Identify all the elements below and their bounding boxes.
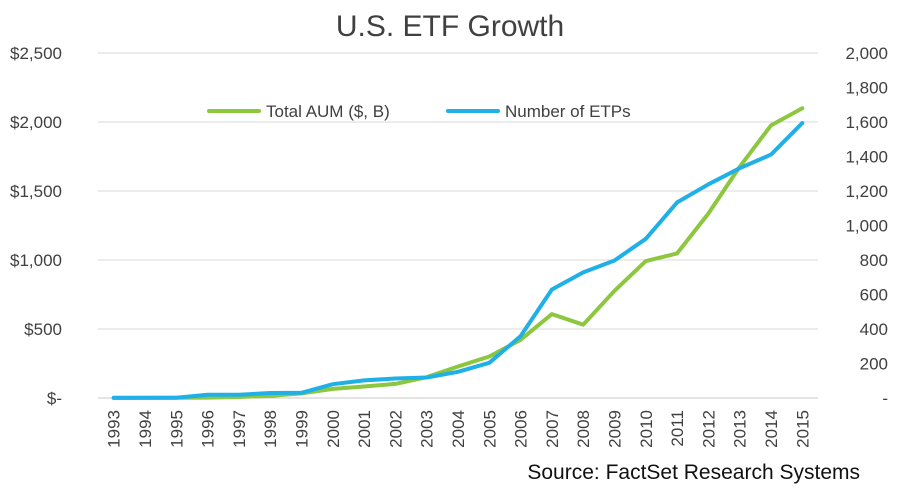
right-tick-label: 600: [860, 286, 888, 305]
x-tick-label: 2001: [355, 410, 374, 448]
x-tick-label: 2004: [449, 410, 468, 448]
right-tick-label: 1,400: [845, 148, 888, 167]
x-tick-label: 2006: [512, 410, 531, 448]
left-tick-label: $2,500: [10, 44, 62, 63]
legend: Total AUM ($, B) Number of ETPs: [207, 102, 631, 121]
x-tick-label: 2005: [480, 410, 499, 448]
x-tick-label: 1997: [230, 410, 249, 448]
x-tick-label: 2011: [668, 410, 687, 447]
right-tick-label: 1,000: [845, 217, 888, 236]
series-lines: [111, 106, 805, 400]
right-tick-label: -: [882, 389, 888, 408]
right-tick-label: 800: [860, 251, 888, 270]
right-tick-label: 1,800: [845, 79, 888, 98]
x-tick-label: 2000: [324, 410, 343, 448]
x-tick-label: 2007: [543, 410, 562, 448]
x-tick-label: 1996: [199, 410, 218, 448]
right-tick-label: 200: [860, 355, 888, 374]
series-line-total-aum-b: [111, 106, 805, 400]
right-tick-label: 2,000: [845, 44, 888, 63]
gridlines: [98, 52, 818, 399]
chart-title: U.S. ETF Growth: [336, 10, 564, 43]
x-tick-label: 2013: [731, 410, 750, 448]
legend-label-total-aum-b: Total AUM ($, B): [266, 102, 390, 121]
x-tick-label: 2003: [418, 410, 437, 448]
legend-label-number-of-etps: Number of ETPs: [505, 102, 631, 121]
left-tick-label: $2,000: [10, 113, 62, 132]
source-note: Source: FactSet Research Systems: [527, 461, 860, 484]
x-tick-label: 2008: [574, 410, 593, 448]
x-tick-label: 1998: [261, 410, 280, 448]
left-axis-ticks: $- $500 $1,000 $1,500 $2,000 $2,500: [10, 44, 62, 408]
right-axis-ticks: - 200 400 600 800 1,000 1,200 1,400 1,600 1,800 2,…: [845, 44, 888, 408]
x-tick-label: 1999: [292, 410, 311, 448]
right-tick-label: 1,200: [845, 182, 888, 201]
x-tick-label: 2012: [699, 410, 718, 448]
x-tick-label: 2015: [793, 410, 812, 448]
left-tick-label: $500: [24, 320, 62, 339]
x-tick-label: 2002: [386, 410, 405, 448]
series-line-number-of-etps: [111, 121, 805, 400]
left-tick-label: $1,000: [10, 251, 62, 270]
right-tick-label: 400: [860, 320, 888, 339]
x-tick-label: 2009: [606, 410, 625, 448]
x-tick-label: 1995: [167, 410, 186, 448]
x-tick-label: 1994: [136, 410, 155, 448]
left-tick-label: $-: [47, 389, 62, 408]
x-tick-label: 2010: [637, 410, 656, 448]
x-tick-label: 1993: [105, 410, 124, 448]
x-axis-ticks: 1993 1994 1995 1996 1997 1998 1999 2000 2001 2002…: [105, 410, 813, 448]
left-tick-label: $1,500: [10, 182, 62, 201]
right-tick-label: 1,600: [845, 113, 888, 132]
x-tick-label: 2014: [762, 410, 781, 448]
